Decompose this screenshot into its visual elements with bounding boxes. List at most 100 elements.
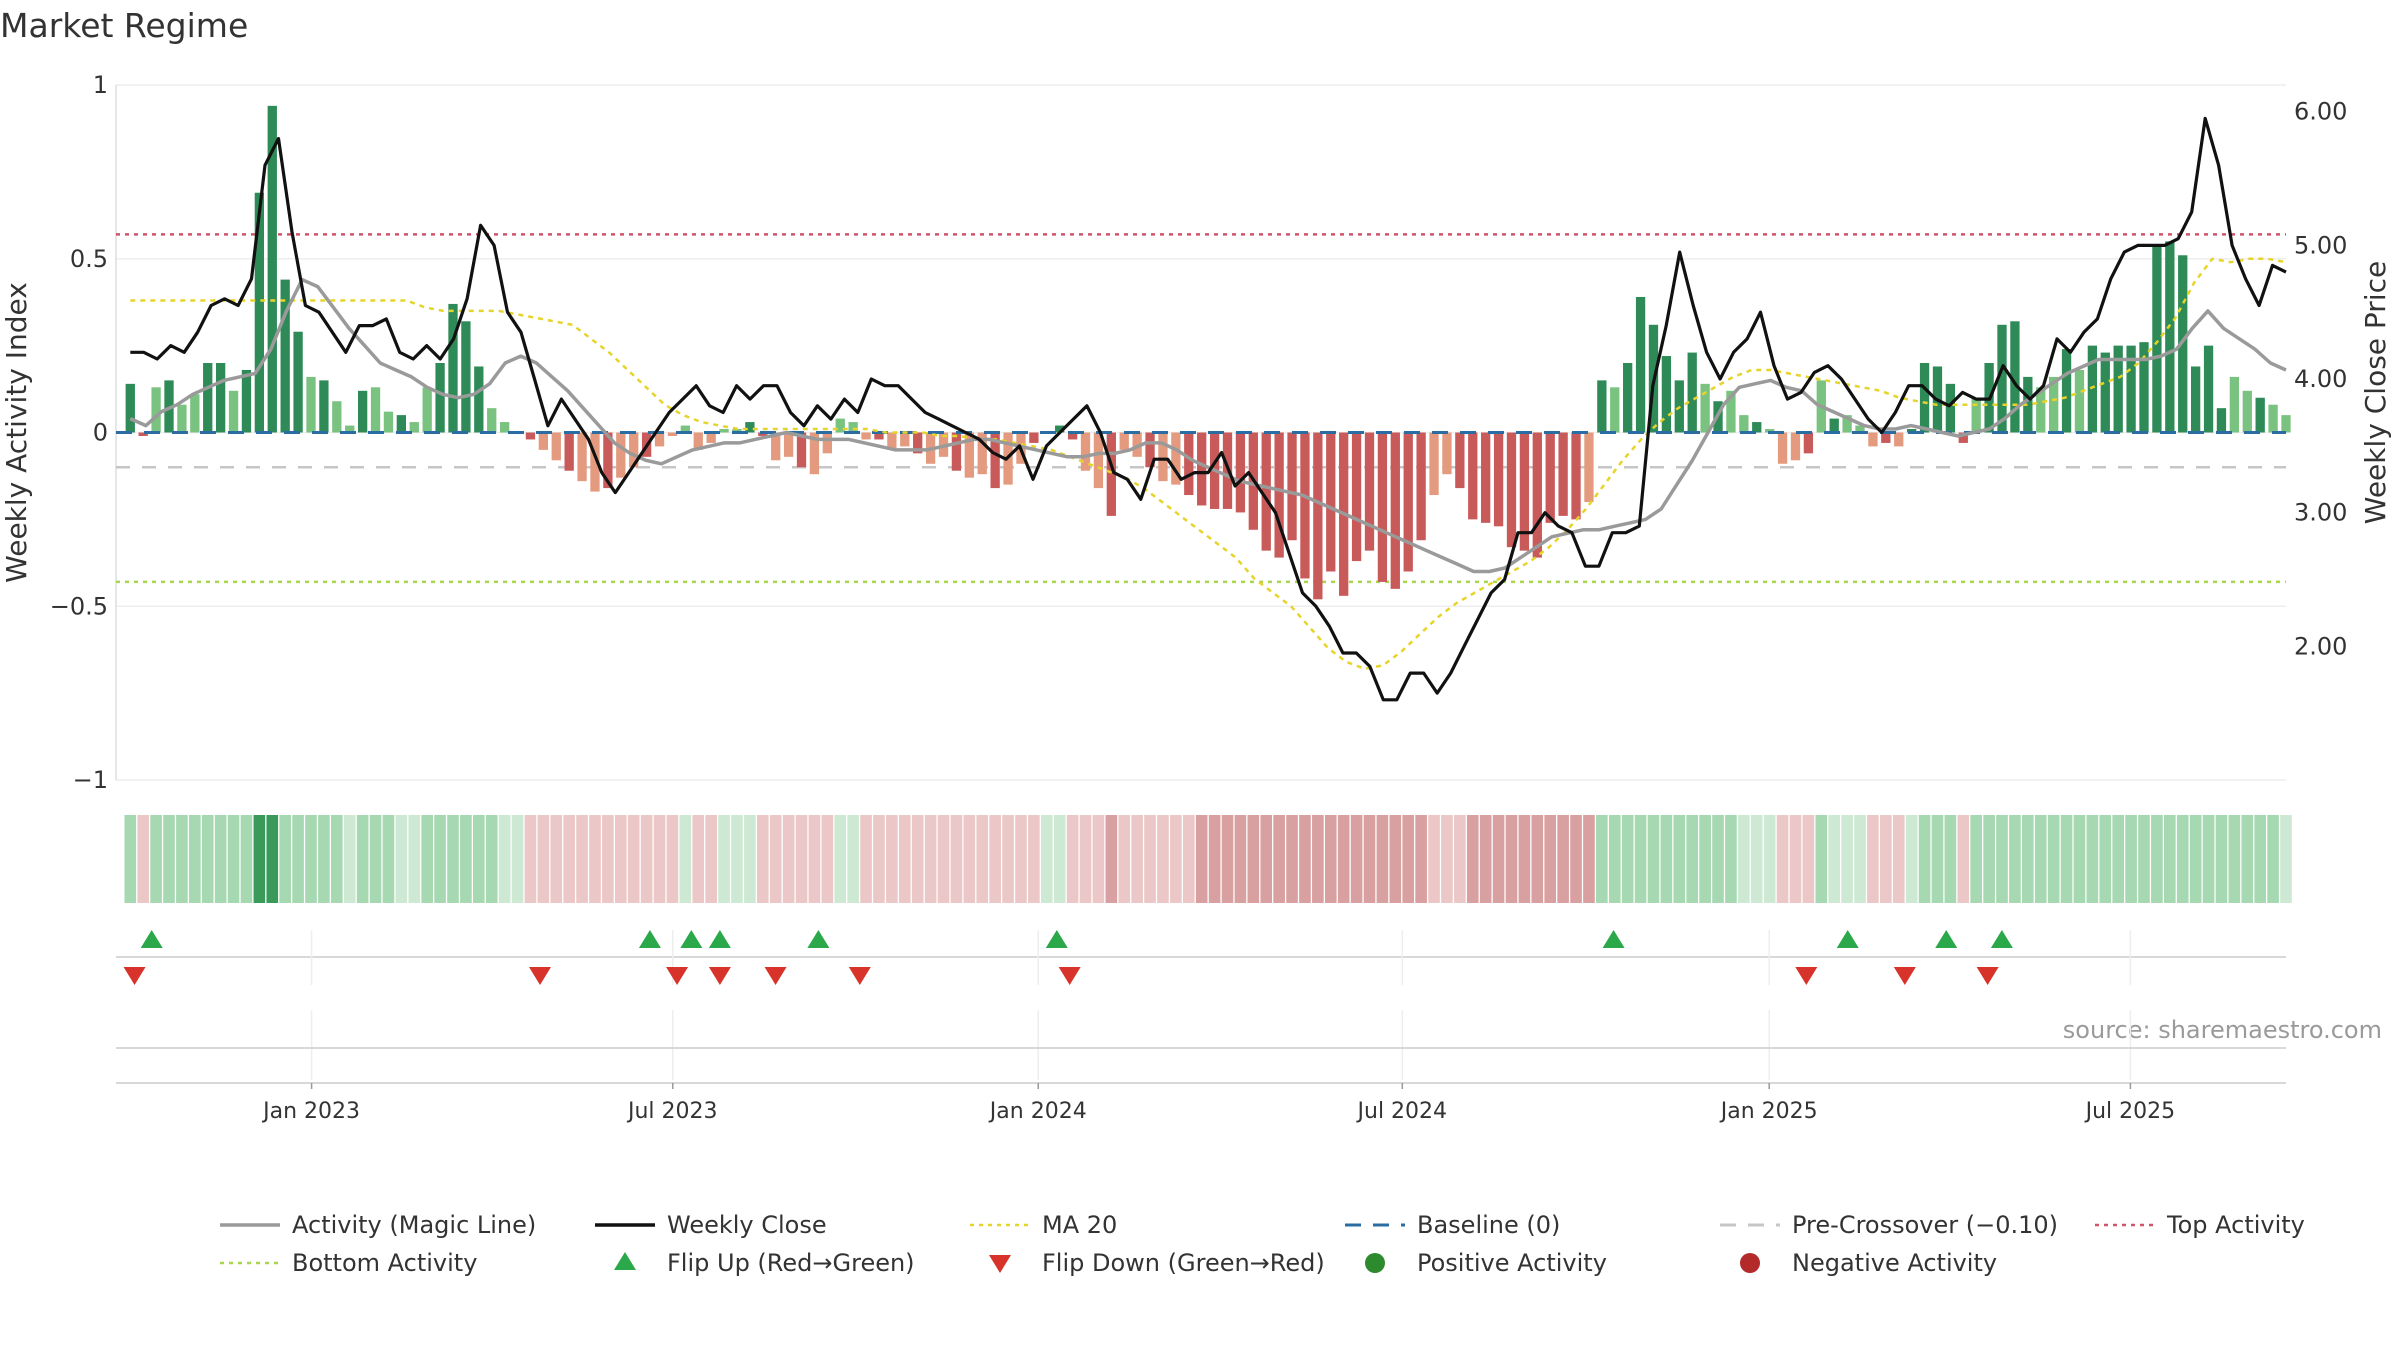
regime-cell bbox=[1686, 815, 1699, 903]
regime-cell bbox=[821, 815, 834, 903]
regime-cell bbox=[640, 815, 653, 903]
activity-bar bbox=[357, 390, 368, 433]
activity-bar bbox=[1752, 422, 1762, 433]
activity-bar bbox=[525, 432, 536, 440]
regime-cell bbox=[873, 815, 885, 903]
regime-cell bbox=[1428, 815, 1440, 903]
legend-swatch bbox=[614, 1252, 636, 1270]
activity-bar bbox=[874, 432, 884, 440]
regime-cell bbox=[1299, 815, 1311, 903]
regime-cell bbox=[1441, 815, 1453, 903]
regime-cell bbox=[1053, 815, 1066, 903]
regime-cell bbox=[1337, 815, 1350, 903]
regime-cell bbox=[447, 815, 459, 903]
regime-cell bbox=[1492, 815, 1505, 903]
regime-cell bbox=[485, 815, 498, 903]
regime-cell bbox=[1312, 815, 1324, 903]
regime-cell bbox=[1841, 815, 1853, 903]
activity-bar bbox=[2036, 387, 2046, 433]
regime-cell bbox=[382, 815, 395, 903]
activity-bar bbox=[2229, 376, 2240, 433]
activity-bar bbox=[900, 432, 910, 447]
activity-bar bbox=[267, 105, 277, 433]
flip-down-marker bbox=[123, 967, 146, 985]
activity-bar bbox=[603, 432, 613, 489]
activity-bar bbox=[1132, 432, 1142, 457]
legend-label: MA 20 bbox=[1042, 1211, 1117, 1239]
activity-bar bbox=[809, 432, 820, 475]
activity-bar bbox=[474, 366, 484, 433]
activity-bar bbox=[1145, 432, 1155, 468]
regime-cell bbox=[1557, 815, 1569, 903]
activity-bar bbox=[822, 432, 832, 454]
activity-bar bbox=[848, 422, 858, 433]
regime-cell bbox=[1776, 815, 1789, 903]
regime-cell bbox=[524, 815, 537, 903]
regime-cell bbox=[189, 815, 201, 903]
regime-cell bbox=[989, 815, 1001, 903]
activity-bar bbox=[1584, 432, 1594, 502]
activity-bar bbox=[1829, 418, 1839, 433]
activity-bar bbox=[913, 432, 923, 454]
regime-cell bbox=[886, 815, 898, 903]
activity-bar bbox=[228, 390, 239, 433]
activity-bar bbox=[1403, 432, 1413, 572]
regime-cell bbox=[2280, 815, 2292, 903]
activity-bar bbox=[1351, 432, 1362, 562]
regime-cell bbox=[1854, 815, 1866, 903]
activity-bar bbox=[577, 432, 587, 482]
activity-bar bbox=[1093, 432, 1104, 489]
regime-cell bbox=[1170, 815, 1182, 903]
activity-bar bbox=[2087, 345, 2098, 433]
activity-bar bbox=[1868, 432, 1878, 447]
activity-bar bbox=[1532, 432, 1542, 558]
right-tick-label: 5.00 bbox=[2294, 231, 2347, 259]
activity-bar bbox=[2190, 366, 2201, 433]
activity-bar bbox=[667, 432, 678, 436]
regime-cell bbox=[460, 815, 472, 903]
regime-cell bbox=[924, 815, 937, 903]
regime-cell bbox=[266, 815, 279, 903]
regime-cell bbox=[679, 815, 692, 903]
regime-cell bbox=[847, 815, 859, 903]
left-tick-label: 0.5 bbox=[70, 245, 108, 273]
regime-cell bbox=[356, 815, 369, 903]
regime-cell bbox=[1454, 815, 1466, 903]
activity-bar bbox=[1235, 432, 1246, 513]
activity-bar bbox=[1623, 363, 1633, 433]
regime-cell bbox=[2176, 815, 2189, 903]
regime-cell bbox=[898, 815, 911, 903]
activity-bar bbox=[1106, 432, 1116, 516]
regime-cell bbox=[782, 815, 795, 903]
regime-cell bbox=[1324, 815, 1337, 903]
regime-cell bbox=[1479, 815, 1492, 903]
activity-bar bbox=[538, 432, 548, 450]
regime-cell bbox=[1957, 815, 1970, 903]
regime-cell bbox=[589, 815, 601, 903]
activity-bar bbox=[383, 411, 394, 433]
regime-cell bbox=[1066, 815, 1079, 903]
regime-cell bbox=[834, 815, 847, 903]
activity-bar bbox=[1442, 432, 1452, 475]
activity-bar bbox=[2281, 415, 2291, 433]
activity-bar bbox=[616, 432, 626, 478]
regime-cell bbox=[1763, 815, 1776, 903]
activity-bar bbox=[2048, 376, 2059, 433]
activity-bar bbox=[2152, 244, 2162, 433]
activity-bar bbox=[1067, 432, 1078, 440]
activity-bar bbox=[1597, 380, 1607, 433]
right-tick-label: 3.00 bbox=[2294, 499, 2347, 527]
left-tick-label: −0.5 bbox=[50, 592, 108, 620]
activity-bar bbox=[1739, 415, 1749, 433]
activity-bar bbox=[2139, 342, 2149, 433]
activity-bar bbox=[293, 331, 303, 433]
regime-cell bbox=[1247, 815, 1260, 903]
regime-cell bbox=[2254, 815, 2266, 903]
flip-up-marker bbox=[1045, 930, 1068, 948]
regime-cell bbox=[1415, 815, 1427, 903]
flip-down-marker bbox=[1976, 967, 1999, 985]
flip-up-marker bbox=[1836, 930, 1859, 948]
x-tick-label: Jan 2024 bbox=[988, 1099, 1087, 1124]
activity-bar bbox=[435, 363, 445, 433]
activity-bar bbox=[2216, 408, 2227, 433]
